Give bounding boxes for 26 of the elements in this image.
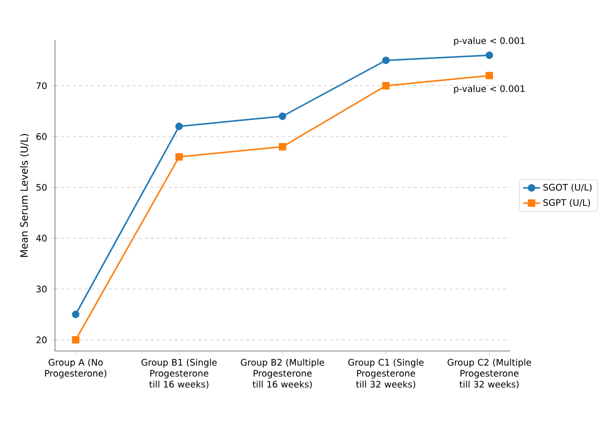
- point: [382, 82, 390, 90]
- y-tick-label: 40: [36, 234, 47, 242]
- point: [278, 112, 286, 120]
- x-tick-label: Group A (No Progesterone): [45, 358, 106, 378]
- point: [382, 56, 390, 64]
- annotation: p-value < 0.001: [454, 37, 525, 46]
- point: [72, 310, 80, 318]
- legend-label: SGOT (U/L): [543, 184, 592, 192]
- annotation: p-value < 0.001: [454, 85, 525, 94]
- x-tick-label: Group B1 (Single Progesterone till 16 weeks): [141, 358, 217, 389]
- y-tick-label: 30: [36, 286, 47, 292]
- x-tick-label: Group C1 (Single Progesterone till 32 weeks): [348, 358, 424, 389]
- y-tick-label: 50: [36, 184, 47, 191]
- point: [486, 52, 494, 59]
- point: [278, 142, 286, 150]
- y-tick-label: 60: [36, 133, 47, 140]
- y-axis-title: Mean Serum Levels (U/L): [20, 134, 29, 257]
- point: [175, 153, 183, 161]
- x-tick-label: Group C2 (Multiple Progesterone till 32 weeks): [448, 358, 532, 389]
- point: [72, 336, 80, 344]
- y-tick-label: 70: [36, 82, 47, 90]
- y-tick-label: 20: [36, 336, 47, 344]
- legend-label: SGPT (U/L): [543, 198, 590, 207]
- point: [486, 72, 494, 80]
- x-tick-label: Group B2 (Multiple Progesterone till 16 weeks): [240, 358, 324, 389]
- point: [175, 122, 183, 130]
